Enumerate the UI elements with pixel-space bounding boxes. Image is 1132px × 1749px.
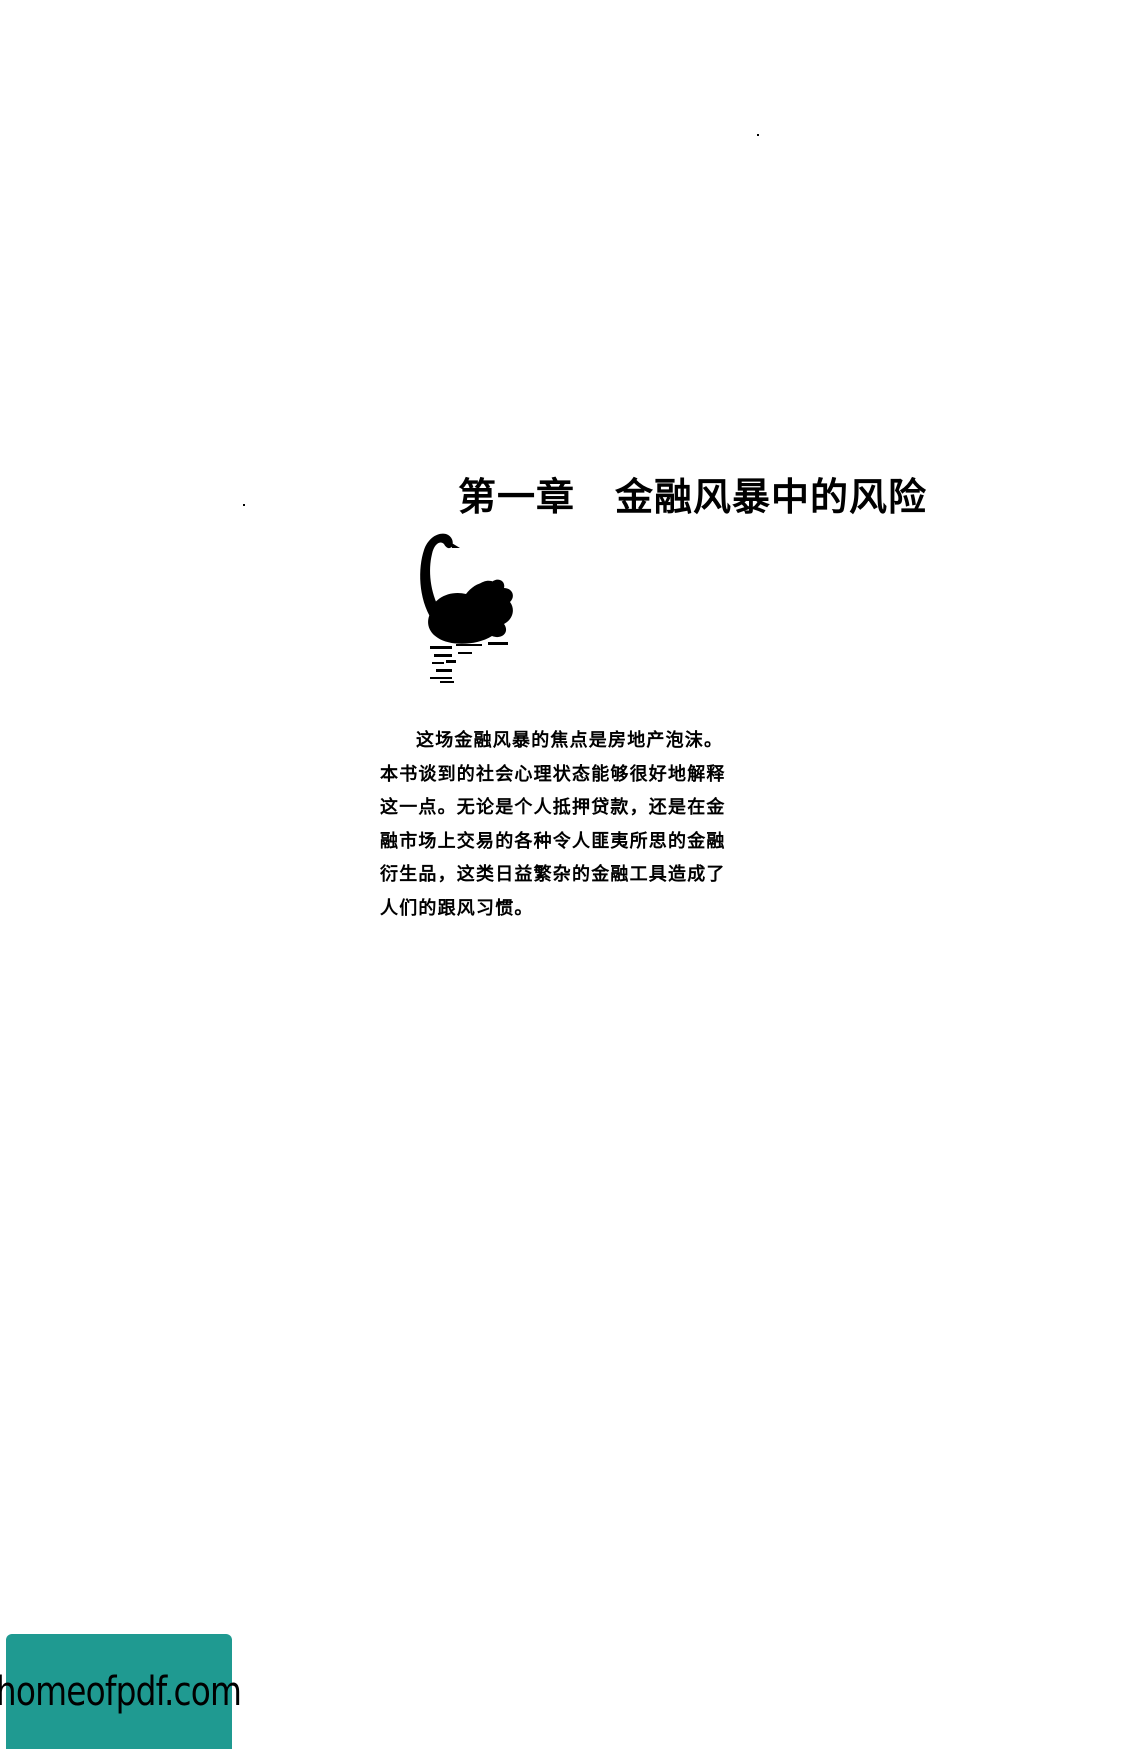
scan-speck <box>757 134 759 136</box>
chapter-number: 第一章 <box>458 474 576 519</box>
watermark-badge: homeofpdf.com <box>0 1634 242 1749</box>
watermark-text: homeofpdf.com <box>0 1668 242 1715</box>
chapter-title: 金融风暴中的风险 <box>615 474 928 519</box>
scan-speck <box>243 504 245 506</box>
chapter-intro-paragraph: 这场金融风暴的焦点是房地产泡沫。本书谈到的社会心理状态能够很好地解释这一点。无论… <box>380 730 726 919</box>
chapter-heading: 第一章 金融风暴中的风险 <box>458 466 927 521</box>
black-swan-icon <box>420 533 513 683</box>
